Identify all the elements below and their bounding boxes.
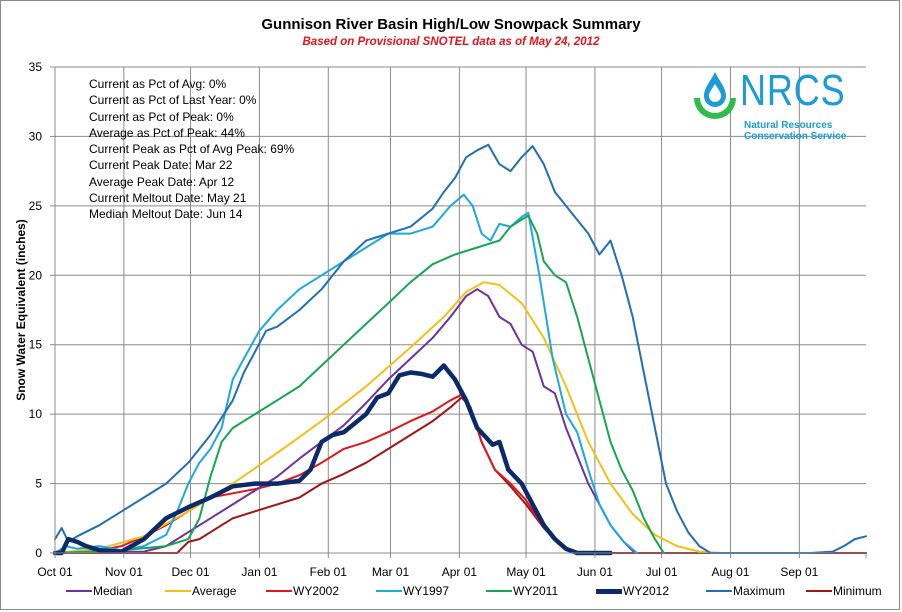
x-tick-label: May 01 xyxy=(506,565,546,579)
legend-item-wy1997: WY1997 xyxy=(376,584,449,598)
x-tick-label: Mar 01 xyxy=(372,565,410,579)
legend-swatch xyxy=(706,590,732,592)
stat-current-peak-pct-avg-peak: Current Peak as Pct of Avg Peak: 69% xyxy=(89,142,295,157)
y-tick-label: 30 xyxy=(29,129,43,143)
stats-annotations: Current as Pct of Avg: 0% Current as Pct… xyxy=(89,76,294,223)
x-tick-label: Dec 01 xyxy=(172,565,210,579)
x-tick-label: Aug 01 xyxy=(711,565,749,579)
y-tick-label: 0 xyxy=(35,546,42,560)
y-tick-label: 20 xyxy=(29,268,43,282)
y-tick-label: 25 xyxy=(29,199,43,213)
legend-swatch xyxy=(376,590,402,592)
legend-label: Average xyxy=(192,584,237,598)
legend-label: WY1997 xyxy=(403,584,450,598)
x-tick-label: Apr 01 xyxy=(442,565,478,579)
legend-item-wy2002: WY2002 xyxy=(266,584,339,598)
series-line-minimum xyxy=(54,396,867,554)
series-line-maximum xyxy=(54,143,867,554)
series-line-median xyxy=(54,288,636,554)
chart-title: Gunnison River Basin High/Low Snowpack S… xyxy=(261,16,641,33)
x-tick-label: Oct 01 xyxy=(37,565,73,579)
legend-swatch xyxy=(806,590,832,592)
legend-item-wy2012: WY2012 xyxy=(596,584,669,598)
legend-label: WY2012 xyxy=(623,584,670,598)
nrcs-fullname: Natural Resources Conservation Service xyxy=(744,120,846,142)
stat-current-peak-date: Current Peak Date: Mar 22 xyxy=(89,158,233,173)
stat-median-meltout-date: Median Meltout Date: Jun 14 xyxy=(89,207,243,222)
legend-item-wy2011: WY2011 xyxy=(486,584,558,598)
y-tick-label: 15 xyxy=(29,338,43,352)
stat-average-pct-peak: Average as Pct of Peak: 44% xyxy=(89,125,245,140)
axes: 0 5 10 15 20 25 30 35 Oct 01 Nov 01 Dec 01 Jan 01 Fe… xyxy=(29,60,867,579)
series-lines xyxy=(52,143,867,556)
y-tick-label: 35 xyxy=(29,60,43,74)
water-drop-icon xyxy=(694,72,736,119)
stat-current-meltout-date: Current Meltout Date: May 21 xyxy=(89,191,247,206)
series-line-average xyxy=(54,281,723,554)
stat-current-pct-peak: Current as Pct of Peak: 0% xyxy=(89,109,234,124)
x-tick-label: Sep 01 xyxy=(780,565,818,579)
legend-swatch xyxy=(596,588,622,594)
legend-swatch xyxy=(66,590,92,592)
legend-swatch xyxy=(486,590,512,592)
legend-label: Minimum xyxy=(833,584,882,598)
x-tick-label: Feb 01 xyxy=(310,565,348,579)
x-tick-label: Jun 01 xyxy=(577,565,613,579)
grid-lines xyxy=(55,66,866,553)
nrcs-logo: NRCS Natural Resources Conservation Serv… xyxy=(690,66,850,150)
series-line-wy2012 xyxy=(52,363,613,556)
nrcs-line1: Natural Resources xyxy=(744,120,833,131)
stat-current-pct-avg: Current as Pct of Avg: 0% xyxy=(89,77,227,91)
stat-average-peak-date: Average Peak Date: Apr 12 xyxy=(89,174,235,189)
series-line-wy2011 xyxy=(54,214,665,554)
x-tick-label: Nov 01 xyxy=(105,565,143,579)
y-axis-label: Snow Water Equivalent (inches) xyxy=(14,219,28,401)
legend-item-average: Average xyxy=(165,584,236,598)
y-tick-label: 5 xyxy=(35,477,42,491)
legend-item-maximum: Maximum xyxy=(706,584,785,598)
legend-label: Median xyxy=(93,584,133,598)
nrcs-line2: Conservation Service xyxy=(744,131,847,142)
legend-swatch xyxy=(266,590,292,592)
stat-current-pct-last-year: Current as Pct of Last Year: 0% xyxy=(89,93,257,108)
chart-subtitle: Based on Provisional SNOTEL data as of M… xyxy=(302,36,600,48)
legend-swatch xyxy=(165,590,191,592)
legend-item-median: Median xyxy=(66,584,132,598)
legend-label: WY2011 xyxy=(513,584,559,598)
legend-label: Maximum xyxy=(733,584,786,598)
legend-label: WY2002 xyxy=(293,584,340,598)
series-line-wy2002 xyxy=(54,393,612,554)
x-tick-label: Jan 01 xyxy=(241,565,277,579)
legend-item-minimum: Minimum xyxy=(806,584,882,598)
nrcs-acronym: NRCS xyxy=(740,66,846,115)
x-tick-label: Jul 01 xyxy=(646,565,678,579)
y-tick-label: 10 xyxy=(29,407,43,421)
